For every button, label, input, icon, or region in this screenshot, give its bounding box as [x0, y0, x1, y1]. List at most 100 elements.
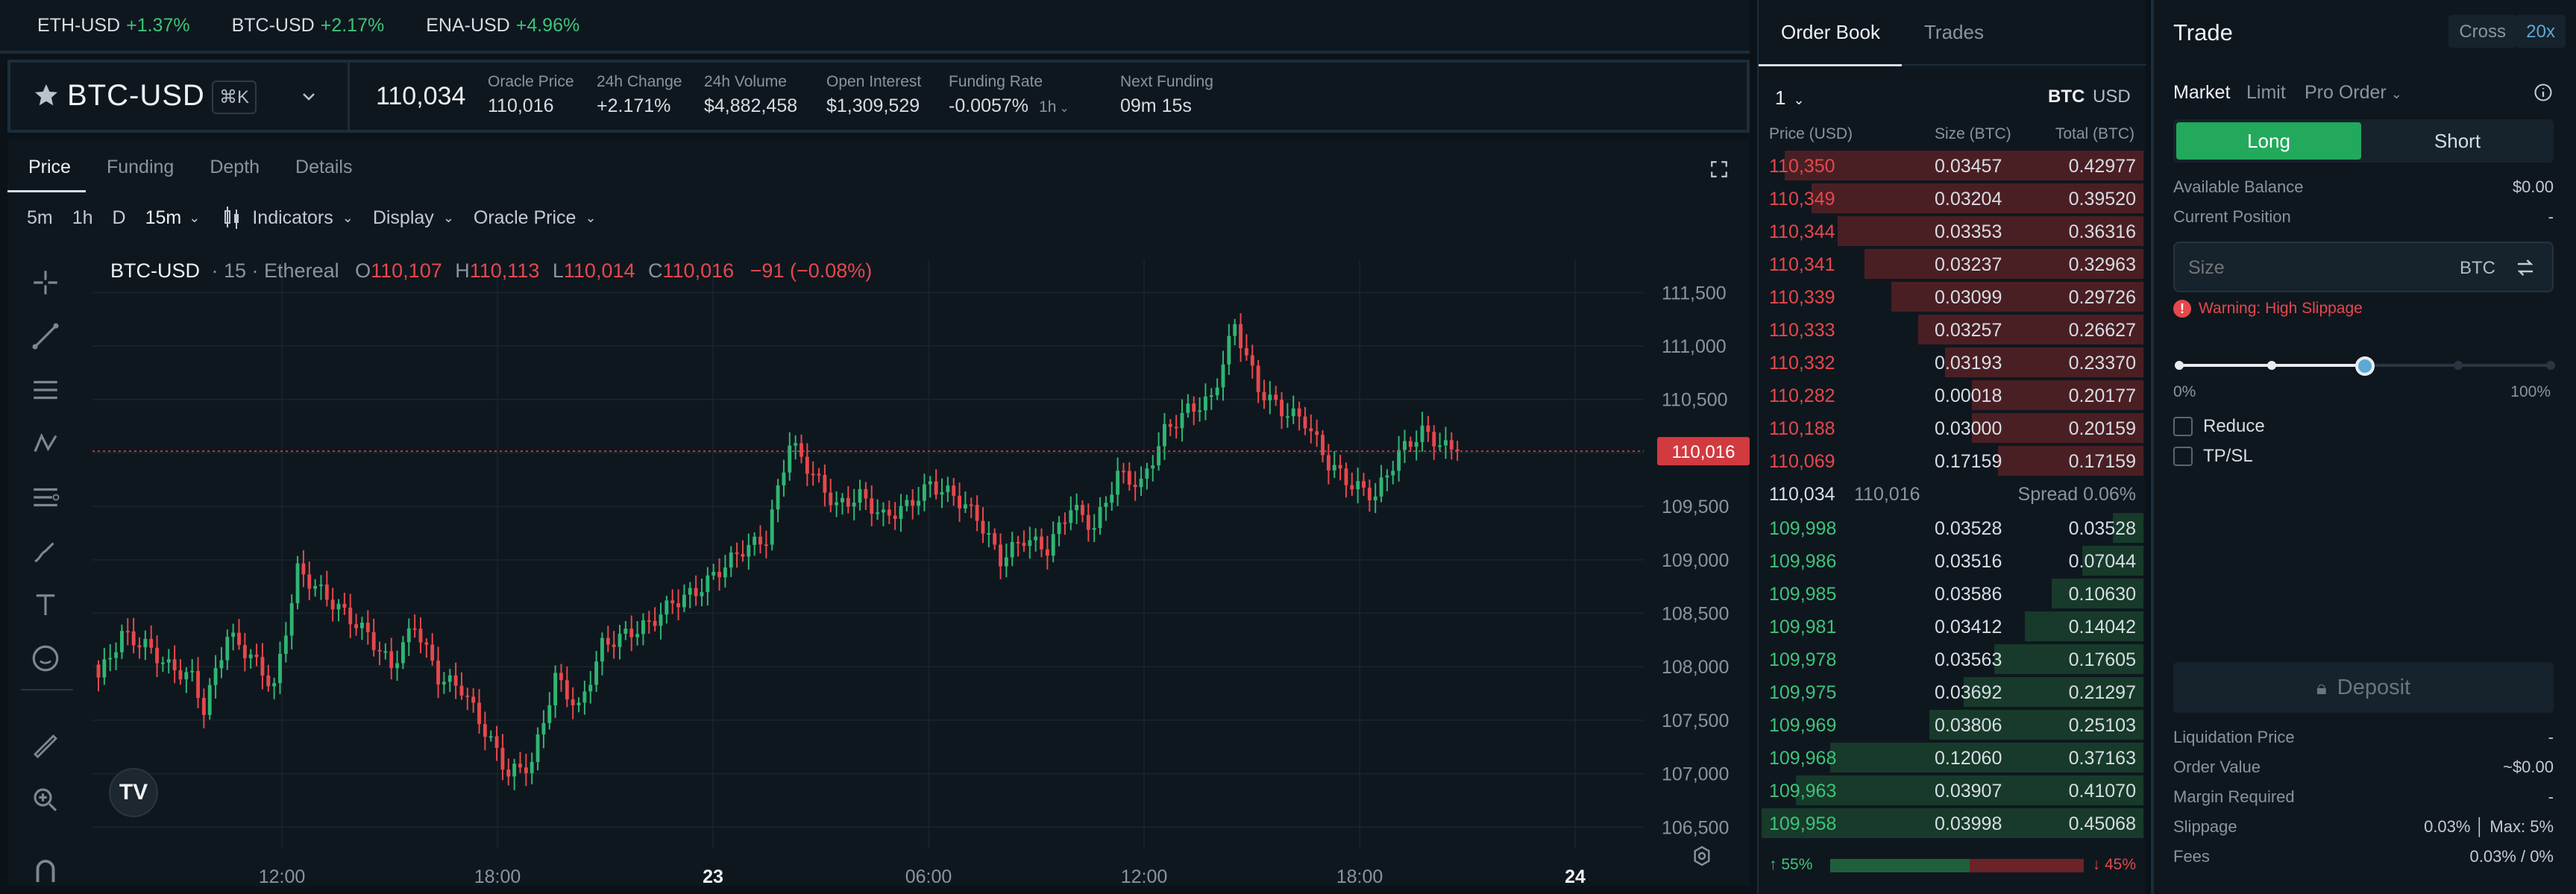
- bid-row[interactable]: 109,963 0.03907 0.41070: [1759, 774, 2146, 807]
- candle: [242, 645, 247, 658]
- ratio-bar-buy-fill: [1830, 859, 1970, 872]
- oracle-price-button[interactable]: Oracle Price: [473, 207, 577, 228]
- brush-icon[interactable]: [30, 535, 61, 567]
- tab-order-book[interactable]: Order Book: [1781, 21, 1880, 43]
- short-button[interactable]: Short: [2434, 130, 2481, 152]
- ask-row[interactable]: 110,339 0.03099 0.29726: [1759, 280, 2146, 313]
- market-name[interactable]: BTC-USD: [67, 79, 205, 112]
- fullscreen-icon[interactable]: [1709, 160, 1729, 179]
- display-button[interactable]: Display: [372, 207, 434, 228]
- tradingview-logo-icon[interactable]: TV: [109, 768, 158, 817]
- stat-label: 24h Volume: [704, 73, 787, 90]
- bid-total: 0.03528: [2068, 518, 2136, 539]
- ask-row[interactable]: 110,344 0.03353 0.36316: [1759, 215, 2146, 248]
- trend-line-icon[interactable]: [30, 321, 61, 352]
- pattern-icon[interactable]: [30, 428, 61, 459]
- leverage-button[interactable]: 20x: [2516, 15, 2566, 48]
- channel-icon[interactable]: [30, 374, 61, 406]
- y-axis: 111,500111,000110,500110,000109,500109,0…: [1662, 283, 1729, 838]
- swap-icon[interactable]: [2513, 256, 2537, 279]
- reduce-label[interactable]: Reduce: [2203, 416, 2265, 436]
- order-type-pro[interactable]: Pro Order ⌄: [2305, 82, 2402, 104]
- ask-row[interactable]: 110,188 0.03000 0.20159: [1759, 412, 2146, 444]
- ticker-item[interactable]: ETH-USD +1.37%: [37, 15, 190, 37]
- bid-row[interactable]: 109,986 0.03516 0.07044: [1759, 544, 2146, 577]
- ask-row[interactable]: 110,350 0.03457 0.42977: [1759, 149, 2146, 182]
- chevron-down-icon: ⌄: [2390, 86, 2402, 101]
- long-button[interactable]: Long: [2176, 122, 2361, 160]
- bid-total: 0.07044: [2068, 551, 2136, 572]
- ask-row[interactable]: 110,333 0.03257 0.26627: [1759, 313, 2146, 346]
- interval-d[interactable]: D: [112, 207, 126, 228]
- interval-1h[interactable]: 1h: [72, 207, 93, 228]
- size-field[interactable]: BTC: [2173, 242, 2554, 292]
- grouping-select[interactable]: 1 ⌄: [1775, 86, 1805, 110]
- size-input[interactable]: [2188, 255, 2412, 280]
- ask-row[interactable]: 110,341 0.03237 0.32963: [1759, 248, 2146, 280]
- tab-details[interactable]: Details: [295, 157, 353, 177]
- margin-mode-button[interactable]: Cross: [2448, 15, 2516, 48]
- ticker-item[interactable]: ENA-USD +4.96%: [426, 15, 579, 37]
- ask-row[interactable]: 110,349 0.03204 0.39520: [1759, 182, 2146, 215]
- bid-row[interactable]: 109,998 0.03528 0.03528: [1759, 511, 2146, 544]
- candle: [1157, 446, 1161, 466]
- text-icon[interactable]: [30, 589, 61, 620]
- size-unit[interactable]: BTC: [2460, 258, 2495, 278]
- ask-row[interactable]: 110,332 0.03193 0.23370: [1759, 346, 2146, 379]
- crosshair-icon[interactable]: [30, 267, 61, 298]
- size-slider[interactable]: [2175, 352, 2555, 379]
- ticker-item[interactable]: BTC-USD +2.17%: [232, 15, 385, 37]
- info-icon[interactable]: [2533, 82, 2554, 103]
- ruler-icon[interactable]: [30, 731, 61, 762]
- order-type-limit[interactable]: Limit: [2246, 82, 2286, 103]
- bid-row[interactable]: 109,968 0.12060 0.37163: [1759, 741, 2146, 774]
- bid-row[interactable]: 109,978 0.03563 0.17605: [1759, 643, 2146, 676]
- depth-bar: [1891, 282, 2143, 312]
- candle: [348, 607, 353, 625]
- indicators-button[interactable]: Indicators: [252, 207, 333, 228]
- chevron-down-icon: ⌄: [1793, 92, 1805, 107]
- unit-btc[interactable]: BTC: [2048, 86, 2085, 107]
- bid-row[interactable]: 109,958 0.03998 0.45068: [1759, 807, 2146, 840]
- gear-icon[interactable]: [1690, 844, 1714, 868]
- detail-value: 0.03% │ Max: 5%: [2424, 817, 2554, 836]
- star-icon[interactable]: [33, 82, 60, 109]
- chart-toolbar: 5m 1h D 15m ⌄ Indicators ⌄ Display ⌄ Ora…: [7, 203, 597, 233]
- funding-interval-select[interactable]: 1h: [1039, 98, 1057, 116]
- slider-thumb[interactable]: [2355, 356, 2375, 376]
- bid-row[interactable]: 109,969 0.03806 0.25103: [1759, 708, 2146, 741]
- order-type-market[interactable]: Market: [2173, 82, 2231, 103]
- candles-icon[interactable]: [222, 205, 242, 230]
- reduce-checkbox[interactable]: [2173, 417, 2193, 436]
- tab-depth[interactable]: Depth: [210, 157, 260, 177]
- bid-price: 109,968: [1769, 748, 1837, 769]
- bid-row[interactable]: 109,981 0.03412 0.14042: [1759, 610, 2146, 643]
- fib-icon[interactable]: [30, 482, 61, 513]
- bid-row[interactable]: 109,975 0.03692 0.21297: [1759, 676, 2146, 708]
- interval-5m[interactable]: 5m: [27, 207, 53, 228]
- unit-usd[interactable]: USD: [2093, 86, 2131, 107]
- candle: [1227, 336, 1231, 365]
- ask-total: 0.20177: [2068, 385, 2136, 406]
- tpsl-checkbox[interactable]: [2173, 447, 2193, 466]
- tab-price[interactable]: Price: [7, 140, 86, 192]
- chevron-down-icon[interactable]: [300, 88, 318, 106]
- magnet-icon[interactable]: [30, 856, 61, 887]
- candle: [1244, 347, 1248, 356]
- ask-size: 0.03257: [1935, 320, 2002, 341]
- emoji-icon[interactable]: [30, 643, 61, 674]
- tab-trades[interactable]: Trades: [1924, 21, 1984, 43]
- deposit-button[interactable]: 🔒︎ Deposit: [2173, 662, 2554, 713]
- ask-row[interactable]: 110,282 0.00018 0.20177: [1759, 379, 2146, 412]
- price-chart[interactable]: 111,500111,000110,500110,000109,500109,0…: [89, 252, 1750, 886]
- y-tick-label: 108,000: [1662, 657, 1729, 678]
- chevron-down-icon[interactable]: ⌄: [189, 210, 201, 225]
- candle: [219, 660, 224, 669]
- tpsl-label[interactable]: TP/SL: [2203, 446, 2253, 466]
- zoom-in-icon[interactable]: [30, 784, 61, 816]
- tab-funding[interactable]: Funding: [106, 157, 175, 177]
- bid-row[interactable]: 109,985 0.03586 0.10630: [1759, 577, 2146, 610]
- interval-15m[interactable]: 15m: [145, 207, 182, 228]
- candle: [1280, 400, 1284, 417]
- ask-row[interactable]: 110,069 0.17159 0.17159: [1759, 444, 2146, 477]
